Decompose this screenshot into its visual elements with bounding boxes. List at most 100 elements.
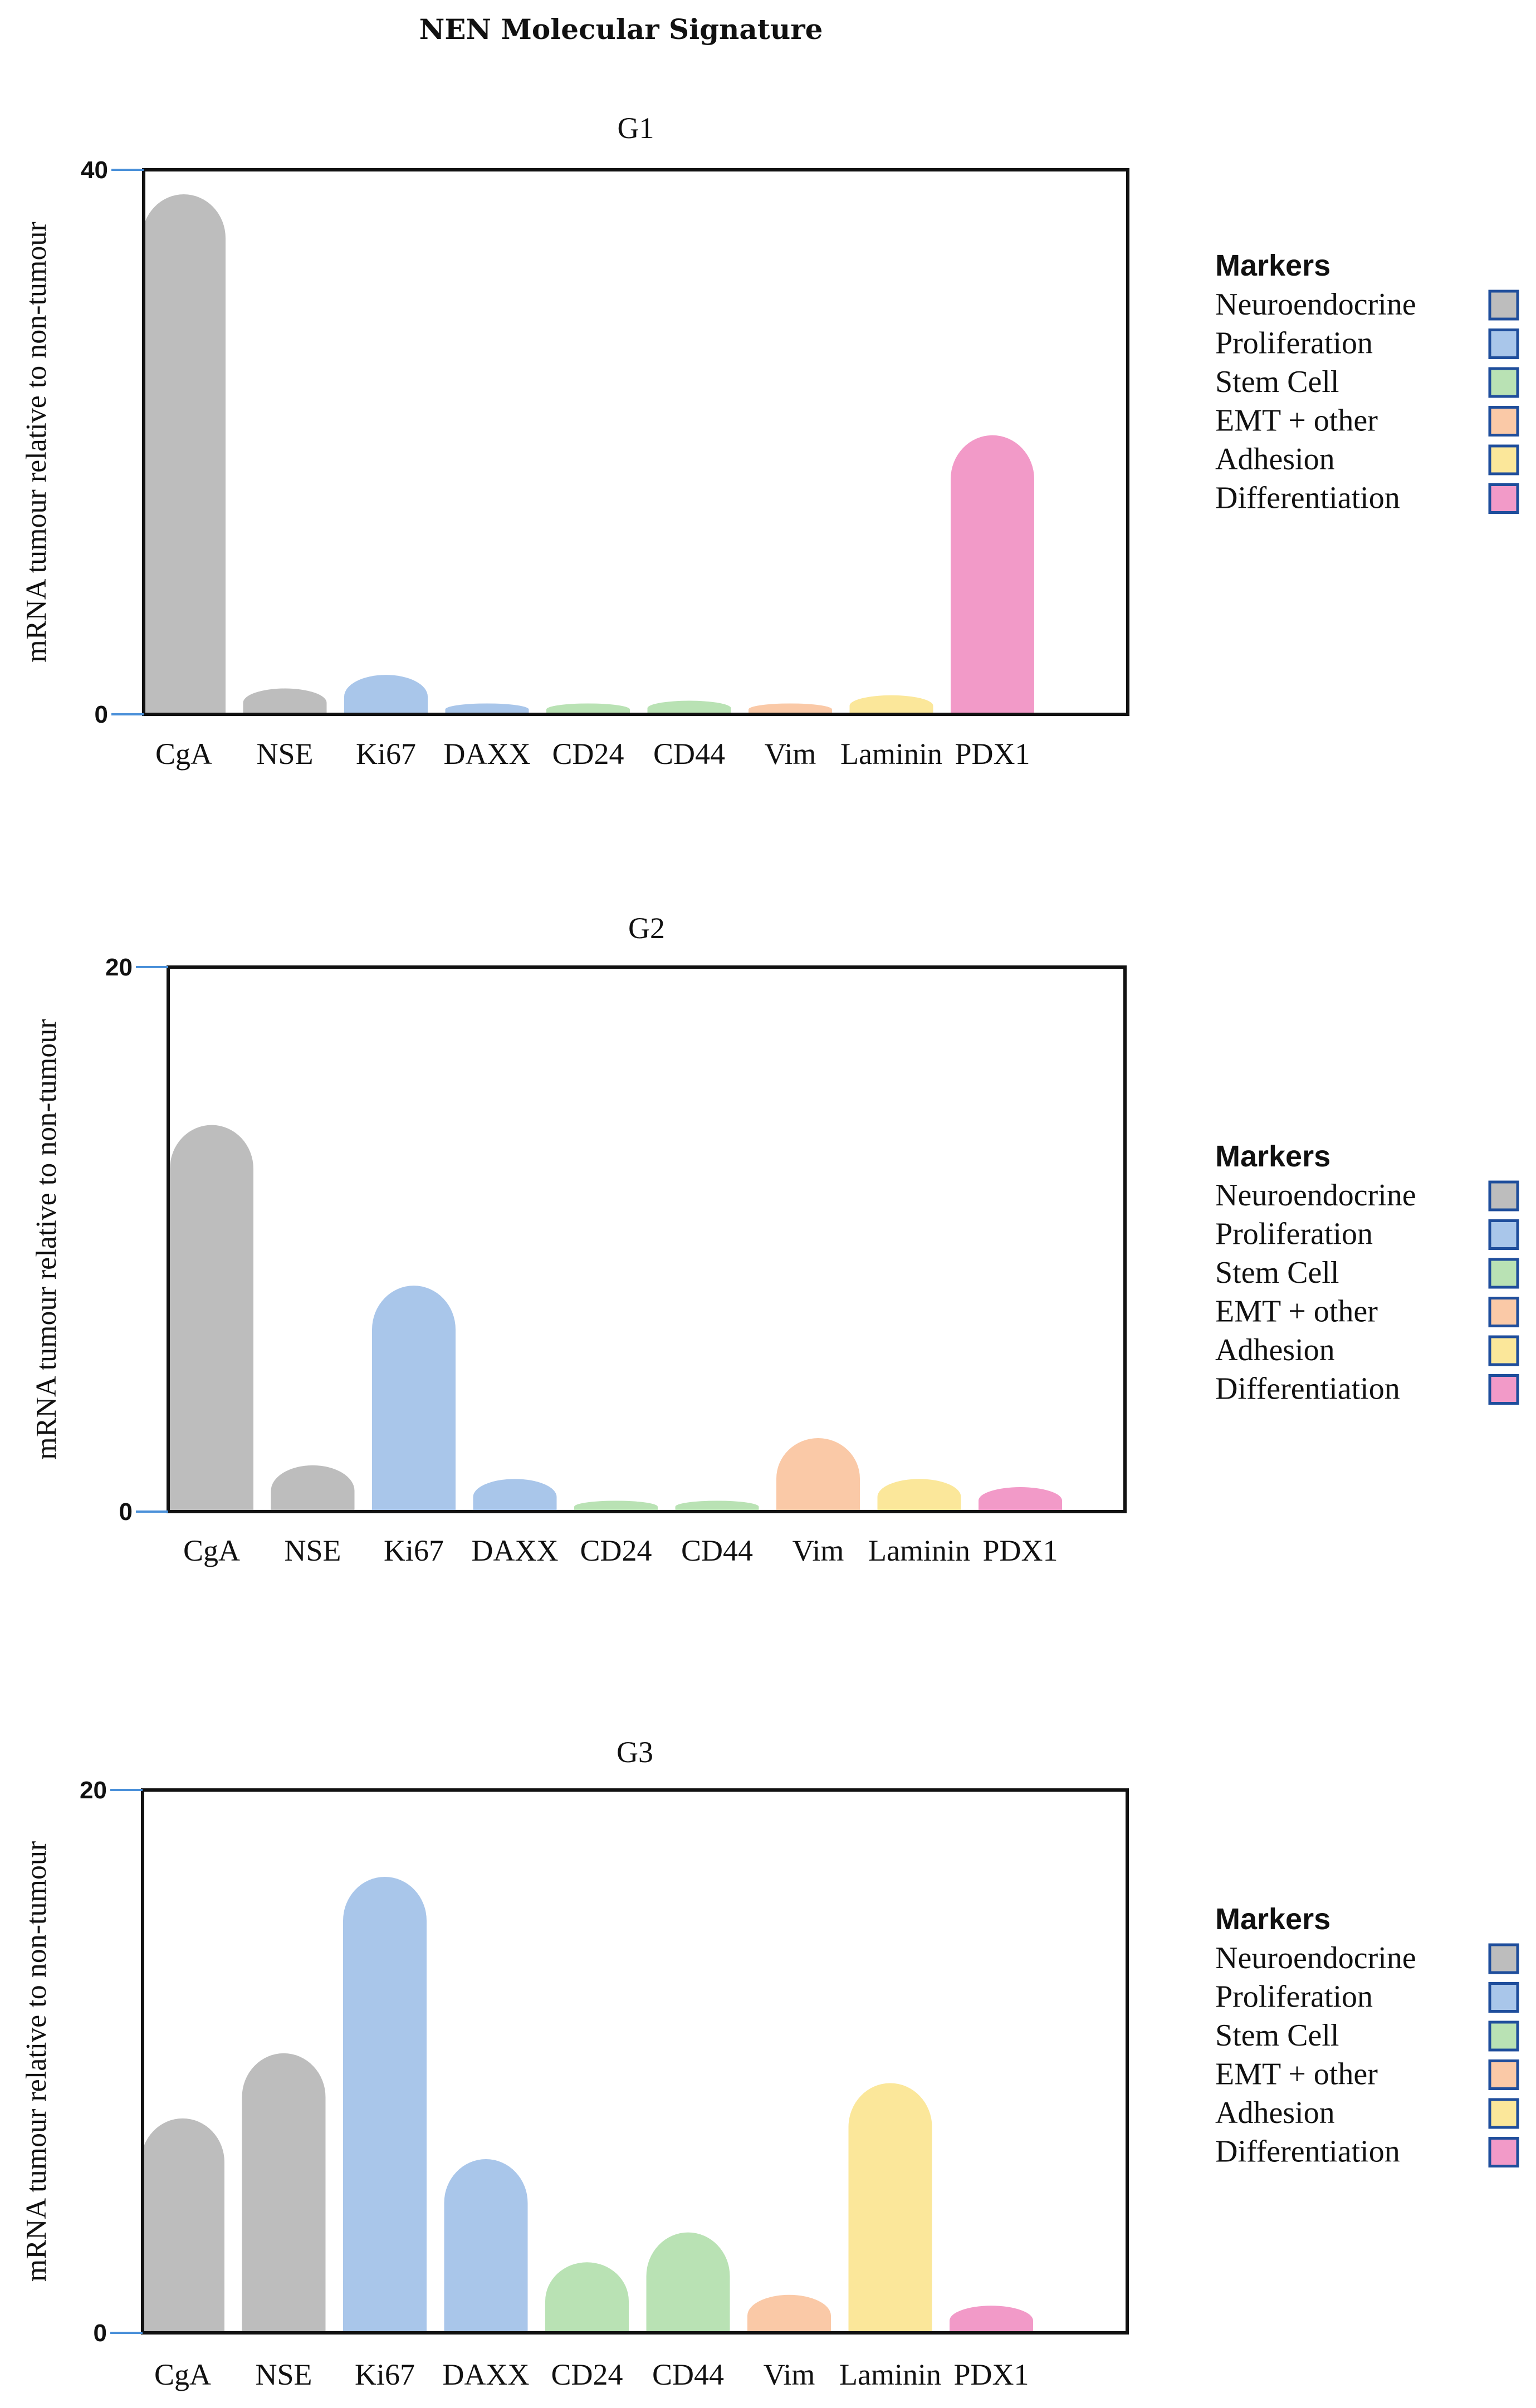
bar-Vim xyxy=(749,703,832,714)
panel-title: G3 xyxy=(617,1735,653,1769)
x-tick-label: PDX1 xyxy=(955,737,1030,771)
legend-item-label: Stem Cell xyxy=(1215,1256,1339,1290)
y-tick-label: 20 xyxy=(105,954,133,981)
bar-Ki67 xyxy=(343,1877,427,2333)
legend-item-label: Stem Cell xyxy=(1215,365,1339,399)
legend: Markers Neuroendocrine Proliferation Stem C… xyxy=(1215,1902,1519,2169)
x-tick-label: CgA xyxy=(154,2358,211,2391)
bar-CD44 xyxy=(646,2232,730,2333)
bar-CD44 xyxy=(675,1500,759,1512)
legend-swatch xyxy=(1488,1297,1519,1327)
legend-item-label: Differentiation xyxy=(1215,481,1400,516)
legend-item-label: Stem Cell xyxy=(1215,2018,1339,2053)
legend: Markers Neuroendocrine Proliferation Stem C… xyxy=(1215,1140,1519,1406)
bar-PDX1 xyxy=(979,1487,1062,1512)
legend-item-label: Adhesion xyxy=(1215,1333,1335,1367)
bar-CgA xyxy=(142,194,226,714)
x-tick-label: Vim xyxy=(765,737,816,771)
x-tick-label: CgA xyxy=(183,1534,240,1567)
x-tick-label: Vim xyxy=(793,1534,844,1567)
legend-item-label: Adhesion xyxy=(1215,2096,1335,2130)
bar-Ki67 xyxy=(372,1286,456,1512)
y-tick-label: 40 xyxy=(81,156,108,184)
x-tick-label: Ki67 xyxy=(355,2358,415,2391)
legend-title: Markers xyxy=(1215,1140,1330,1173)
x-tick-label: NSE xyxy=(284,1534,341,1567)
legend-swatch xyxy=(1488,1219,1519,1250)
figure-title: NEN Molecular Signature xyxy=(419,13,823,46)
legend-swatch xyxy=(1488,2020,1519,2052)
y-axis-label: mRNA tumour relative to non-tumour xyxy=(21,222,52,662)
legend-swatch xyxy=(1488,1374,1519,1405)
x-tick-label: Laminin xyxy=(839,2358,941,2391)
x-tick-label: NSE xyxy=(256,737,313,771)
legend-item-label: Proliferation xyxy=(1215,326,1373,361)
bar-Laminin xyxy=(877,1479,961,1512)
legend-swatch xyxy=(1488,2059,1519,2090)
bar-Vim xyxy=(747,2294,831,2333)
legend-item-label: EMT + other xyxy=(1215,1294,1378,1329)
bar-Ki67 xyxy=(344,675,428,714)
bar-CD24 xyxy=(546,703,630,714)
x-tick-label: DAXX xyxy=(472,1534,559,1567)
y-tick-label: 20 xyxy=(80,1777,107,1804)
legend-swatch xyxy=(1488,328,1519,359)
x-tick-label: CD44 xyxy=(653,737,725,771)
bar-DAXX xyxy=(473,1479,557,1512)
x-tick-label: PDX1 xyxy=(953,2358,1029,2391)
x-tick-label: CD44 xyxy=(681,1534,753,1567)
bar-NSE xyxy=(243,688,327,714)
plot-frame xyxy=(141,1788,1129,2335)
x-tick-label: Vim xyxy=(764,2358,815,2391)
chart-panel-G1: G1 CgA NSE Ki67 DAXX CD24 CD44 Vim Laminin PDX1 0 4… xyxy=(21,111,1519,771)
bar-Laminin xyxy=(848,2083,932,2333)
x-tick-label: CgA xyxy=(155,737,212,771)
legend-item-label: Neuroendocrine xyxy=(1215,1178,1416,1213)
bar-Laminin xyxy=(849,695,933,714)
chart-panel-G3: G3 CgA NSE Ki67 DAXX CD24 CD44 Vim Laminin PDX1 0 2… xyxy=(21,1735,1519,2391)
x-tick-label: Laminin xyxy=(840,737,942,771)
bar-PDX1 xyxy=(951,435,1034,714)
legend-item-label: Differentiation xyxy=(1215,2135,1400,2169)
legend-swatch xyxy=(1488,1982,1519,2013)
bar-CgA xyxy=(141,2118,224,2333)
legend-swatch xyxy=(1488,2098,1519,2129)
chart-panel-G2: G2 CgA NSE Ki67 DAXX CD24 CD44 Vim Laminin PDX1 0 2… xyxy=(31,911,1519,1567)
y-tick-label: 0 xyxy=(95,701,108,728)
legend-item-label: Proliferation xyxy=(1215,1217,1373,1252)
x-tick-label: CD24 xyxy=(552,737,624,771)
y-tick-label: 0 xyxy=(94,2319,107,2347)
bar-CD24 xyxy=(545,2262,629,2333)
legend-swatch xyxy=(1488,1943,1519,1974)
x-tick-label: Ki67 xyxy=(384,1534,444,1567)
legend-swatch xyxy=(1488,367,1519,398)
x-tick-label: CD44 xyxy=(652,2358,724,2391)
x-tick-label: PDX1 xyxy=(982,1534,1058,1567)
legend-swatch xyxy=(1488,483,1519,514)
legend: Markers Neuroendocrine Proliferation Stem C… xyxy=(1215,249,1519,516)
legend-swatch xyxy=(1488,1258,1519,1289)
bar-DAXX xyxy=(445,703,529,714)
legend-swatch xyxy=(1488,1335,1519,1366)
x-tick-label: Ki67 xyxy=(356,737,416,771)
legend-item-label: Neuroendocrine xyxy=(1215,1941,1416,1975)
x-tick-label: DAXX xyxy=(444,737,531,771)
bar-CD24 xyxy=(574,1500,658,1512)
bar-NSE xyxy=(242,2053,326,2333)
y-tick-label: 0 xyxy=(119,1498,133,1526)
legend-swatch xyxy=(1488,406,1519,437)
legend-swatch xyxy=(1488,290,1519,321)
x-tick-label: CD24 xyxy=(551,2358,623,2391)
panel-title: G2 xyxy=(628,911,665,945)
legend-item-label: EMT + other xyxy=(1215,404,1378,438)
bar-DAXX xyxy=(444,2159,528,2333)
y-axis-label: mRNA tumour relative to non-tumour xyxy=(21,1841,52,2282)
legend-item-label: EMT + other xyxy=(1215,2057,1378,2092)
legend-swatch xyxy=(1488,444,1519,475)
bar-NSE xyxy=(271,1465,355,1512)
legend-title: Markers xyxy=(1215,249,1330,282)
legend-item-label: Differentiation xyxy=(1215,1372,1400,1406)
bar-Vim xyxy=(776,1438,860,1512)
plot-frame xyxy=(142,168,1129,716)
